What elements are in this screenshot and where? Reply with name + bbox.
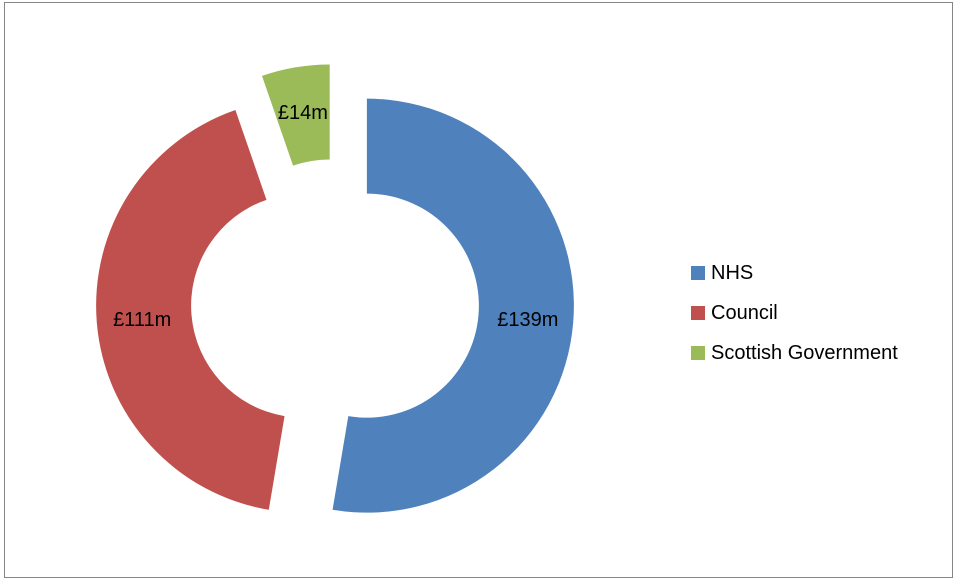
legend: NHS Council Scottish Government — [691, 253, 898, 373]
legend-label-scottish-government: Scottish Government — [711, 341, 898, 364]
legend-item-nhs: NHS — [691, 253, 898, 293]
donut-chart: £139m £111m £14m — [96, 64, 574, 513]
data-label-nhs: £139m — [497, 309, 558, 331]
legend-label-nhs: NHS — [711, 261, 754, 284]
legend-swatch-scottish-government — [691, 346, 705, 360]
data-label-council: £111m — [113, 309, 171, 331]
legend-item-scottish-government: Scottish Government — [691, 333, 898, 373]
legend-label-council: Council — [711, 301, 778, 324]
slice-council — [96, 110, 285, 510]
data-label-scottish-government: £14m — [278, 102, 328, 124]
slice-scottish-government — [261, 64, 330, 166]
legend-swatch-nhs — [691, 266, 705, 280]
legend-swatch-council — [691, 306, 705, 320]
legend-item-council: Council — [691, 293, 898, 333]
slice-nhs — [332, 98, 574, 513]
chart-area: £139m £111m £14m NHS Council Scottish Gove… — [4, 2, 953, 578]
